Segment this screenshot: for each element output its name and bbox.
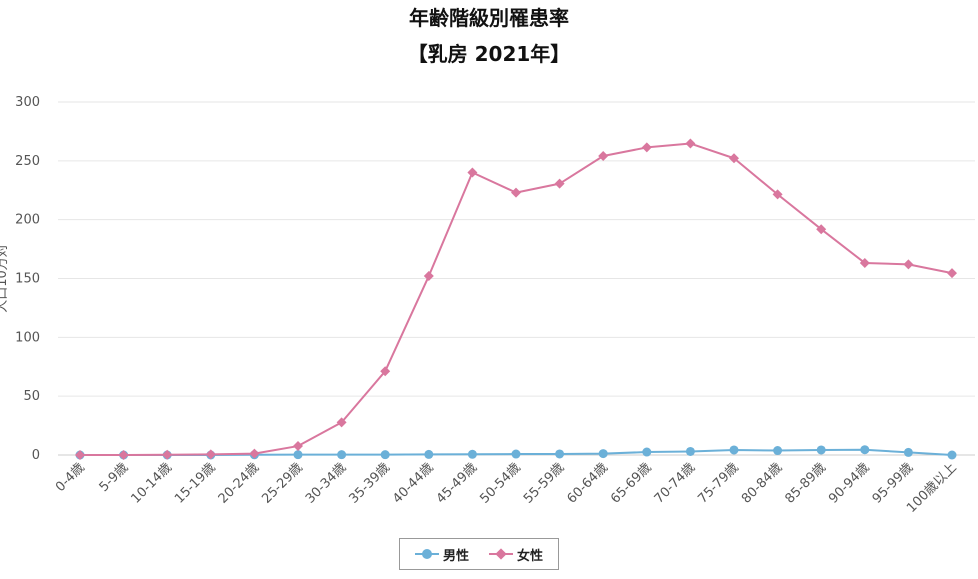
data-point [947,268,957,279]
x-tick-label: 90-94歳 [826,460,873,507]
data-point [860,445,870,455]
x-tick-label: 55-59歳 [521,460,568,507]
data-point [511,449,521,459]
legend-label-female: 女性 [517,548,544,564]
x-tick-label: 80-84歳 [739,460,786,507]
chart-legend: 男性 女性 [399,538,559,570]
data-point [816,224,827,235]
data-point [293,441,303,452]
y-tick-label: 0 [32,448,40,463]
x-tick-label: 15-19歳 [172,460,219,507]
data-point [162,449,173,460]
data-point [467,449,477,459]
data-point [380,450,390,460]
data-point [642,447,652,457]
x-tick-label: 0-4歳 [53,460,88,495]
legend-marker-female [489,548,513,560]
data-point [598,151,609,162]
data-point [424,449,434,459]
x-tick-label: 50-54歳 [477,460,524,507]
x-tick-label: 40-44歳 [390,460,437,507]
data-point [75,450,85,460]
data-point [423,271,434,282]
x-tick-label: 20-24歳 [216,460,263,507]
data-point [685,138,696,149]
y-tick-label: 50 [23,389,40,404]
data-point [947,450,957,460]
y-axis-label: 人口10万対 [0,244,10,313]
data-point [337,450,347,460]
y-tick-label: 100 [15,330,40,345]
y-tick-label: 250 [15,154,40,169]
data-point [336,417,347,428]
y-tick-label: 200 [15,213,40,228]
chart-subtitle: 【乳房 2021年】 [407,42,571,66]
data-point [729,445,739,455]
data-point [467,167,478,178]
x-tick-label: 65-69歳 [608,460,655,507]
data-point [598,449,608,459]
data-point [773,446,783,456]
legend-item-male[interactable]: 男性 [414,545,469,564]
data-point [205,449,216,460]
data-point [729,153,739,164]
data-point [118,450,129,460]
data-point [511,187,521,198]
y-tick-label: 300 [15,95,40,110]
x-tick-label: 5-9歳 [97,460,132,495]
x-tick-label: 70-74歳 [652,460,699,507]
data-point [859,257,870,268]
x-tick-label: 85-89歳 [783,460,830,507]
data-point [816,445,826,455]
data-point [293,450,303,460]
data-point [249,448,260,459]
x-tick-label: 10-14歳 [129,460,176,507]
data-point [555,449,565,459]
legend-label-male: 男性 [442,548,469,564]
legend-item-female[interactable]: 女性 [489,545,543,564]
x-tick-label: 75-79歳 [695,460,742,507]
x-tick-label: 60-64歳 [565,460,612,507]
data-point [685,446,695,456]
data-point [903,259,914,270]
x-tick-label: 45-49歳 [434,460,481,507]
data-point [380,366,391,377]
data-point [903,447,913,457]
x-tick-label: 25-29歳 [259,460,306,507]
data-point [641,142,652,153]
chart-title: 年齢階級別罹患率 [409,6,569,30]
data-point [772,189,783,200]
y-tick-label: 150 [15,272,40,287]
legend-marker-male [414,548,439,560]
x-tick-label: 30-34歳 [303,460,350,507]
data-point [554,178,565,189]
x-tick-label: 35-39歳 [347,460,394,507]
